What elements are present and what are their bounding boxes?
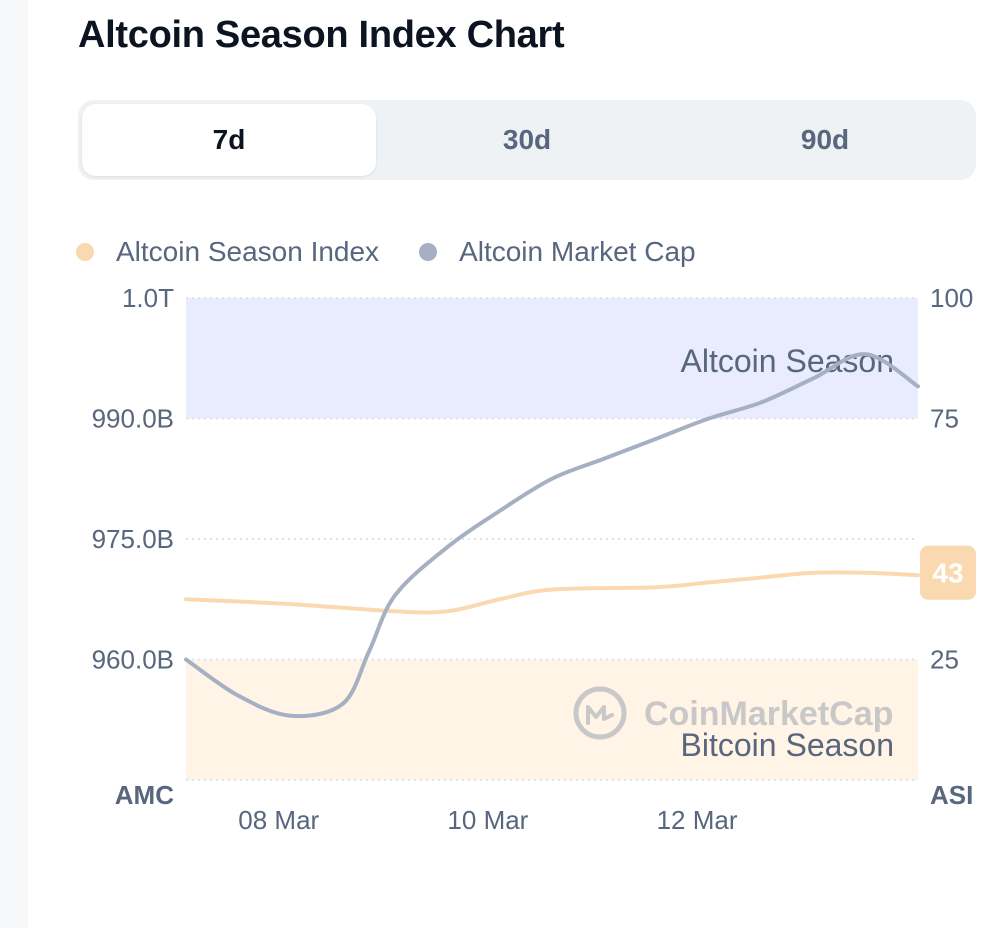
x-axis-tick-label: 08 Mar: [238, 805, 319, 835]
page-title: Altcoin Season Index Chart: [78, 14, 565, 56]
left-axis-label: AMC: [115, 780, 174, 810]
coinmarketcap-logo-icon: [573, 686, 627, 740]
tab-30d[interactable]: 30d: [502, 124, 552, 155]
altcoin-season-index-line[interactable]: [184, 570, 920, 615]
amc-data-point[interactable]: [494, 505, 506, 517]
legend-label: Altcoin Season Index: [116, 236, 380, 267]
amc-data-point[interactable]: [598, 453, 610, 465]
legend-item-altcoin-market-cap[interactable]: Altcoin Market Cap: [419, 236, 696, 268]
asi-data-point[interactable]: [807, 567, 819, 579]
x-axis-tick-label: 10 Mar: [447, 805, 528, 835]
coinmarketcap-logo-mark: [586, 705, 614, 725]
amc-data-point[interactable]: [546, 473, 558, 485]
amc-data-point[interactable]: [912, 380, 924, 392]
asi-data-point[interactable]: [755, 572, 767, 584]
current-value-badge-text: 43: [932, 558, 963, 589]
bitcoin-season-zone: [186, 659, 918, 780]
watermark-text: CoinMarketCap: [644, 695, 893, 733]
amc-data-point[interactable]: [232, 690, 244, 702]
amc-data-point[interactable]: [807, 372, 819, 384]
x-axis-tick-label: 12 Mar: [657, 805, 738, 835]
left-axis-tick-label: 1.0T: [122, 283, 174, 313]
altcoin-season-label: Altcoin Season: [681, 343, 894, 379]
right-axis-tick-label: 75: [930, 404, 959, 434]
amc-data-point[interactable]: [180, 654, 192, 666]
legend-item-altcoin-season-index[interactable]: Altcoin Season Index: [76, 236, 379, 268]
tab-90d[interactable]: 90d: [800, 124, 850, 155]
right-axis-tick-label: 100: [930, 283, 973, 313]
asi-data-point[interactable]: [389, 605, 401, 617]
amc-data-point[interactable]: [389, 589, 401, 601]
legend-dot: [76, 243, 94, 261]
asi-data-point[interactable]: [494, 593, 506, 605]
chart-legend: Altcoin Season Index Altcoin Market Cap: [76, 232, 736, 272]
left-axis-tick-label: 990.0B: [92, 404, 174, 434]
bitcoin-season-label: Bitcoin Season: [681, 727, 894, 763]
asi-data-point[interactable]: [285, 598, 297, 610]
amc-data-point[interactable]: [703, 413, 715, 425]
right-axis-label: ASI: [930, 780, 973, 810]
asi-data-point[interactable]: [180, 593, 192, 605]
altcoin-season-zone: [186, 298, 918, 419]
tab-7d[interactable]: 7d: [82, 104, 376, 176]
asi-data-point[interactable]: [441, 605, 453, 617]
amc-data-point[interactable]: [651, 433, 663, 445]
amc-data-point[interactable]: [337, 698, 349, 710]
right-axis-tick-label: 25: [930, 645, 959, 675]
amc-data-point[interactable]: [363, 645, 375, 657]
current-value-badge: [920, 545, 976, 600]
altcoin-market-cap-line[interactable]: [184, 352, 920, 719]
asi-data-point[interactable]: [703, 576, 715, 588]
amc-data-point[interactable]: [755, 396, 767, 408]
amc-data-point[interactable]: [285, 710, 297, 722]
amc-data-point[interactable]: [860, 348, 872, 360]
left-axis-tick-label: 975.0B: [92, 524, 174, 554]
asi-data-point[interactable]: [651, 581, 663, 593]
amc-data-point[interactable]: [441, 541, 453, 553]
asi-data-point[interactable]: [546, 584, 558, 596]
legend-dot: [419, 243, 438, 261]
legend-label: Altcoin Market Cap: [459, 236, 696, 267]
left-axis-tick-label: 960.0B: [92, 645, 174, 675]
left-panel-edge: [0, 0, 28, 928]
timeframe-tabs: 7d 30d 90d: [78, 100, 976, 180]
asi-data-point[interactable]: [860, 567, 872, 579]
altcoin-season-chart[interactable]: CoinMarketCap Altcoin Season Bitcoin Seas…: [0, 280, 997, 840]
